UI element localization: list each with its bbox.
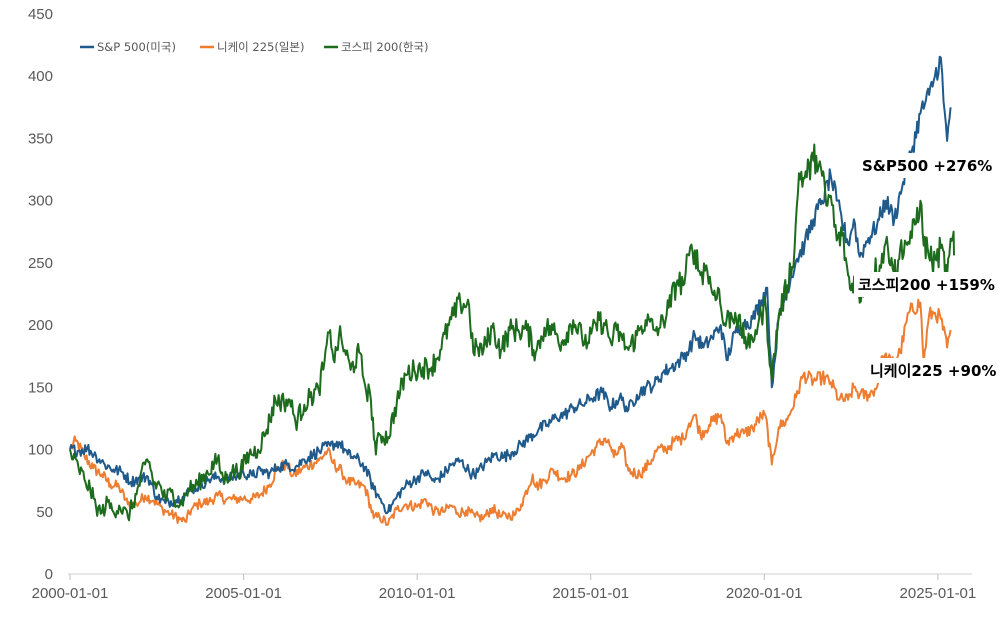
- legend-label: 니케이 225(일본): [217, 40, 304, 54]
- y-tick-label: 400: [28, 68, 53, 85]
- y-tick-label: 350: [28, 130, 53, 147]
- series-line-0: [69, 55, 952, 515]
- y-tick-label: 200: [28, 317, 53, 334]
- series-line-1: [69, 298, 952, 527]
- series-lines: [69, 55, 955, 527]
- annotation-background: [858, 153, 988, 178]
- x-tick-label: 2005-01-01: [205, 585, 282, 602]
- y-tick-label: 250: [28, 255, 53, 272]
- legend-label: 코스피 200(한국): [341, 40, 428, 54]
- series-return-annotation: S&P500 +276%: [862, 157, 992, 175]
- y-tick-label: 450: [28, 6, 53, 23]
- annotation-background: [854, 272, 994, 297]
- y-tick-label: 300: [28, 193, 53, 210]
- x-tick-label: 2015-01-01: [552, 585, 629, 602]
- series-return-annotation: 코스피200 +159%: [858, 276, 995, 294]
- legend-label: S&P 500(미국): [97, 40, 176, 54]
- x-tick-label: 2000-01-01: [32, 585, 109, 602]
- y-tick-label: 150: [28, 379, 53, 396]
- x-tick-label: 2010-01-01: [379, 585, 456, 602]
- y-tick-label: 50: [36, 504, 53, 521]
- x-tick-label: 2020-01-01: [726, 585, 803, 602]
- y-tick-label: 100: [28, 442, 53, 459]
- series-annotations: S&P500 +276% 코스피200 +159% 니케이225 +90%: [854, 153, 996, 383]
- y-tick-label: 0: [45, 566, 53, 583]
- x-tick-label: 2025-01-01: [900, 585, 977, 602]
- x-axis-ticks: 2000-01-01 2005-01-01 2010-01-01 2015-01-01…: [32, 574, 977, 602]
- series-return-annotation: 니케이225 +90%: [870, 362, 996, 380]
- y-axis-ticks: 0 50 100 150 200 250 300 350 400 450: [28, 6, 53, 583]
- annotation-background: [866, 358, 994, 383]
- chart-legend: S&P 500(미국) 니케이 225(일본) 코스피 200(한국): [80, 40, 428, 54]
- series-line-2: [69, 143, 955, 522]
